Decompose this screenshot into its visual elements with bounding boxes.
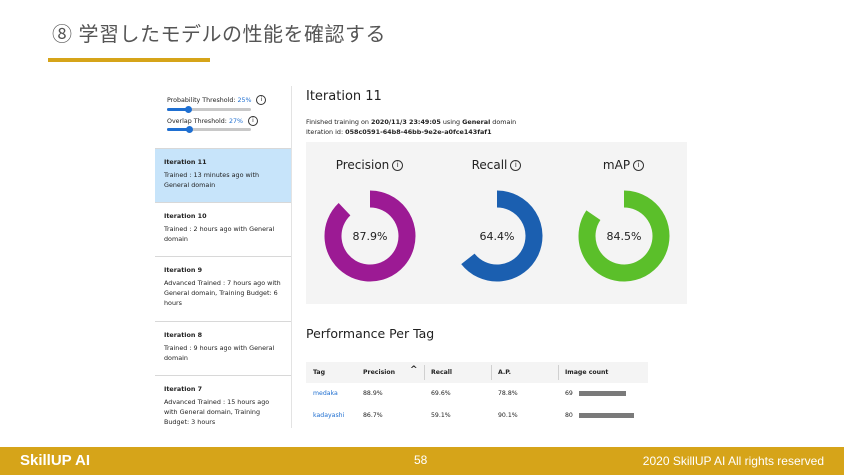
iteration-details: Advanced Trained : 7 hours ago with Gene… (164, 279, 281, 307)
finished-date: 2020/11/3 23:49:05 (371, 118, 441, 126)
precision-label-text: Precision (335, 158, 390, 172)
table-row: kadayashi 86.7% 59.1% 90.1% 80 (306, 405, 648, 427)
table-row: medaka 88.9% 69.6% 78.8% 69 (306, 383, 648, 405)
probability-slider-thumb[interactable] (184, 106, 192, 113)
finished-suffix: domain (490, 118, 517, 126)
probability-threshold-label: Probability Threshold: 25% i (167, 95, 267, 105)
iteration-item-11[interactable]: Iteration 11 Trained : 13 minutes ago wi… (155, 149, 291, 203)
info-icon[interactable]: i (247, 116, 258, 126)
column-divider (491, 365, 492, 380)
iteration-item-8[interactable]: Iteration 8 Trained : 9 hours ago with G… (155, 322, 291, 376)
iteration-list: Iteration 11 Trained : 13 minutes ago wi… (155, 148, 291, 428)
iteration-details: Advanced Trained : 15 hours ago with Gen… (164, 398, 270, 426)
ap-cell: 90.1% (498, 412, 518, 419)
iteration-name: Iteration 10 (164, 212, 207, 220)
recall-label: Recall i (433, 158, 560, 172)
page-number: 58 (414, 453, 428, 467)
recall-donut: 64.4% (461, 190, 543, 282)
recall-label-text: Recall (471, 158, 508, 172)
recall-cell: 69.6% (431, 390, 451, 397)
map-donut: 84.5% (578, 190, 670, 282)
probability-threshold-text: Probability Threshold: (167, 97, 236, 104)
panel-divider (291, 86, 292, 428)
precision-value: 87.9% (353, 230, 388, 243)
table-header: Tag Precision ^ Recall A.P. Image count (306, 362, 648, 383)
iteration-details: Trained : 13 minutes ago with General do… (164, 171, 260, 189)
image-count-column-header[interactable]: Image count (565, 369, 609, 376)
overlap-threshold-value: 27% (228, 118, 243, 125)
tag-column-header[interactable]: Tag (313, 369, 326, 376)
recall-column-header[interactable]: Recall (431, 369, 453, 376)
finished-training-text: Finished training on 2020/11/3 23:49:05 … (306, 118, 516, 126)
precision-cell: 86.7% (363, 412, 383, 419)
iteration-name: Iteration 7 (164, 385, 203, 393)
map-label: mAP i (560, 158, 687, 172)
iteration-item-7[interactable]: Iteration 7 Advanced Trained : 15 hours … (155, 376, 291, 428)
chevron-up-icon[interactable]: ^ (410, 365, 418, 375)
overlap-slider-thumb[interactable] (186, 126, 194, 133)
overlap-threshold-text: Overlap Threshold: (167, 118, 227, 125)
iteration-id-label: Iteration id: (306, 128, 346, 136)
probability-threshold-value: 25% (237, 97, 252, 104)
precision-cell: 88.9% (363, 390, 383, 397)
recall-value: 64.4% (480, 230, 515, 243)
map-value: 84.5% (607, 230, 642, 243)
iteration-id-text: Iteration id: 058c0591-64b8-46bb-9e2e-a0… (306, 128, 492, 136)
iteration-name: Iteration 11 (164, 158, 207, 166)
iteration-details: Trained : 2 hours ago with General domai… (164, 225, 275, 243)
tag-link[interactable]: medaka (313, 390, 338, 397)
iterations-panel: Probability Threshold: 25% i Overlap Thr… (155, 86, 291, 428)
probability-slider-fill (167, 108, 188, 111)
info-icon[interactable]: i (256, 95, 267, 105)
ap-cell: 78.8% (498, 390, 518, 397)
iteration-item-10[interactable]: Iteration 10 Trained : 2 hours ago with … (155, 203, 291, 257)
copyright-text: 2020 SkillUP AI All rights reserved (642, 454, 824, 468)
precision-donut: 87.9% (324, 190, 416, 282)
precision-label: Precision i (306, 158, 433, 172)
image-count-cell: 80 (565, 412, 573, 419)
image-count-bar (579, 413, 634, 418)
metrics-panel: Precision i 87.9% Recall i 64.4% mAP i 84.5… (306, 142, 687, 304)
image-count-cell: 69 (565, 390, 573, 397)
overlap-slider-fill (167, 128, 190, 131)
image-count-bar (579, 391, 627, 396)
slide-footer: SkillUP AI 58 2020 SkillUP AI All rights… (0, 447, 844, 475)
finished-mid: using (440, 118, 463, 126)
precision-arc (324, 190, 416, 282)
iteration-details: Trained : 9 hours ago with General domai… (164, 344, 275, 362)
map-arc (578, 190, 670, 282)
tag-link[interactable]: kadayashi (313, 412, 345, 419)
info-icon[interactable]: i (392, 160, 404, 171)
ap-column-header[interactable]: A.P. (498, 369, 512, 376)
info-icon[interactable]: i (633, 160, 645, 171)
slide-title: ⑧ 学習したモデルの性能を確認する (52, 24, 387, 46)
iteration-item-9[interactable]: Iteration 9 Advanced Trained : 7 hours a… (155, 257, 291, 322)
iteration-title: Iteration 11 (306, 89, 382, 104)
column-divider (558, 365, 559, 380)
map-label-text: mAP (602, 158, 631, 172)
iteration-id-value: 058c0591-64b8-46bb-9e2e-a0fce143faf1 (345, 128, 492, 136)
iteration-name: Iteration 9 (164, 266, 203, 274)
brand-logo: SkillUP AI (20, 452, 91, 469)
recall-cell: 59.1% (431, 412, 451, 419)
precision-column-header[interactable]: Precision (363, 369, 396, 376)
probability-threshold-slider[interactable] (167, 106, 251, 113)
recall-metric: Recall i 64.4% (433, 142, 560, 304)
performance-per-tag-title: Performance Per Tag (306, 326, 435, 341)
training-domain: General (462, 118, 491, 126)
precision-metric: Precision i 87.9% (306, 142, 433, 304)
finished-prefix: Finished training on (306, 118, 371, 126)
info-icon[interactable]: i (510, 160, 522, 171)
iteration-name: Iteration 8 (164, 331, 203, 339)
overlap-threshold-label: Overlap Threshold: 27% i (167, 116, 258, 126)
map-metric: mAP i 84.5% (560, 142, 687, 304)
column-divider (424, 365, 425, 380)
performance-table: Tag Precision ^ Recall A.P. Image count … (306, 362, 648, 427)
overlap-threshold-slider[interactable] (167, 126, 251, 133)
title-underline (48, 58, 210, 62)
recall-arc (461, 190, 543, 282)
